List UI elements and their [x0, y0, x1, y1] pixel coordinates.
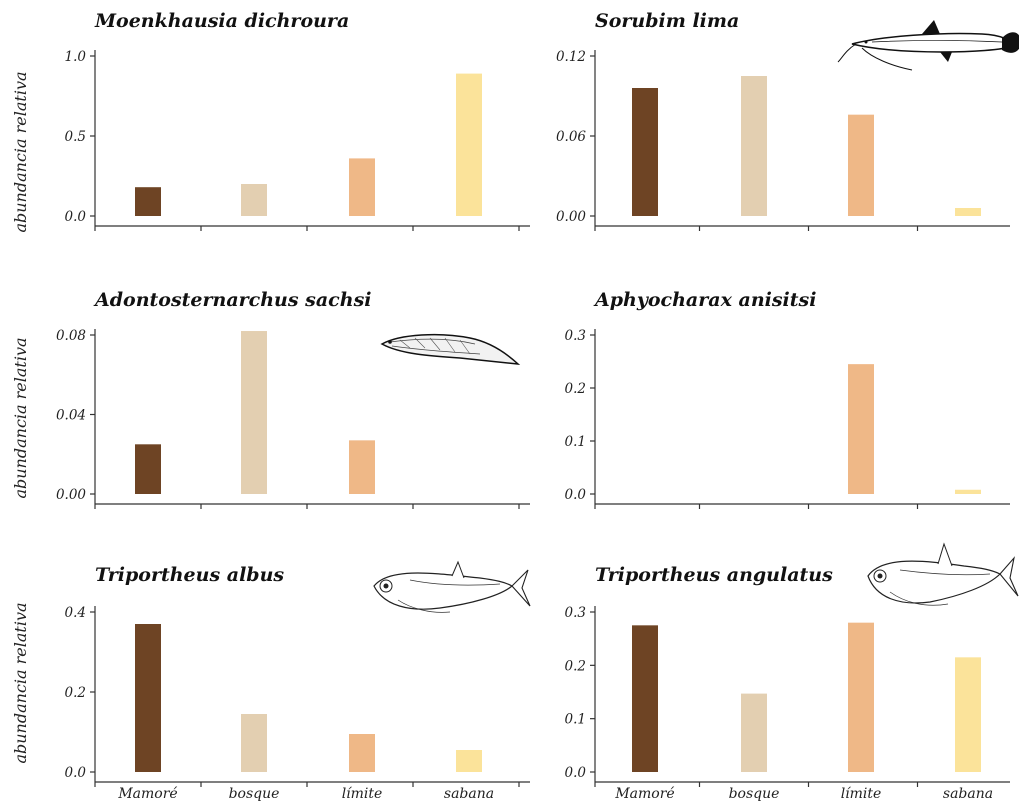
y-tick-label: 0.00	[556, 209, 586, 225]
bar-mamore	[135, 624, 161, 772]
bar-limite	[848, 114, 874, 216]
triportheus-icon	[373, 560, 531, 613]
panel-title: Sorubim lima	[595, 10, 739, 32]
y-axis-label: abundancia relativa	[11, 337, 30, 498]
bar-sabana	[955, 208, 981, 216]
x-category-label: sabana	[943, 786, 993, 801]
bar-limite	[349, 158, 375, 216]
y-tick-label: 0.04	[56, 408, 86, 424]
panel-moenkhausia-dichroura: Moenkhausia dichroura 0.0 0.5 1.0	[65, 10, 530, 231]
y-tick-label: 0.5	[65, 129, 86, 145]
y-tick-label: 1.0	[65, 49, 87, 65]
y-tick-label: 0.3	[565, 605, 586, 621]
bar-bosque	[741, 693, 767, 772]
y-tick-label: 0.4	[65, 605, 86, 621]
bar-bosque	[741, 76, 767, 216]
y-tick-label: 0.1	[565, 712, 586, 728]
panel-aphyocharax-anisitsi: Aphyocharax anisitsi 0.0 0.1 0.2 0.3	[565, 289, 1010, 509]
bar-mamore	[135, 444, 161, 494]
bar-sabana	[456, 750, 482, 772]
y-tick-label: 0.0	[65, 209, 87, 225]
y-tick-label: 0.0	[565, 765, 587, 781]
bar-sabana	[955, 489, 981, 494]
bar-bosque	[241, 331, 267, 494]
panel-title: Triportheus angulatus	[595, 564, 833, 586]
y-tick-label: 0.12	[556, 49, 586, 65]
x-category-label: límite	[342, 786, 383, 801]
x-category-label: sabana	[444, 786, 494, 801]
y-axis-label: abundancia relativa	[11, 71, 30, 232]
y-tick-label: 0.2	[565, 381, 586, 397]
panel-triportheus-angulatus: Triportheus angulatus 0.0 0.1 0.2 0.3 Mamoré b…	[565, 564, 1010, 801]
x-category-label: bosque	[229, 786, 280, 801]
panel-adontosternarchus-sachsi: Adontosternarchus sachsi 0.00 0.04 0.08	[56, 289, 530, 509]
panel-sorubim-lima: Sorubim lima 0.00 0.06 0.12	[556, 10, 1010, 231]
y-tick-label: 0.1	[565, 434, 586, 450]
y-tick-label: 0.00	[56, 487, 86, 503]
x-category-label: bosque	[729, 786, 780, 801]
panel-title: Adontosternarchus sachsi	[93, 289, 371, 311]
y-tick-label: 0.06	[556, 129, 586, 145]
y-tick-label: 0.0	[65, 765, 87, 781]
bar-limite	[848, 364, 874, 494]
bar-sabana	[955, 657, 981, 772]
bar-mamore	[632, 88, 658, 216]
bar-limite	[848, 622, 874, 772]
bar-limite	[349, 734, 375, 772]
x-category-label: Mamoré	[117, 786, 177, 801]
x-category-label: límite	[841, 786, 882, 801]
triportheus-icon	[867, 542, 1019, 606]
y-tick-label: 0.3	[565, 328, 586, 344]
bar-mamore	[135, 187, 161, 216]
knifefish-icon	[380, 333, 521, 365]
panel-title: Moenkhausia dichroura	[94, 10, 349, 32]
y-tick-label: 0.08	[56, 328, 86, 344]
y-tick-label: 0.2	[565, 658, 586, 674]
y-axis-label: abundancia relativa	[11, 602, 30, 763]
panel-title: Aphyocharax anisitsi	[593, 289, 816, 311]
panel-title: Triportheus albus	[95, 564, 284, 586]
y-tick-label: 0.2	[65, 685, 86, 701]
bar-sabana	[456, 73, 482, 216]
panel-triportheus-albus: Triportheus albus 0.0 0.2 0.4 Mamoré bosque lí…	[65, 564, 530, 801]
bar-limite	[349, 440, 375, 494]
y-tick-label: 0.0	[565, 487, 587, 503]
x-category-label: Mamoré	[614, 786, 674, 801]
bar-bosque	[241, 714, 267, 772]
catfish-icon	[837, 20, 1019, 71]
bar-mamore	[632, 625, 658, 772]
bar-bosque	[241, 184, 267, 216]
